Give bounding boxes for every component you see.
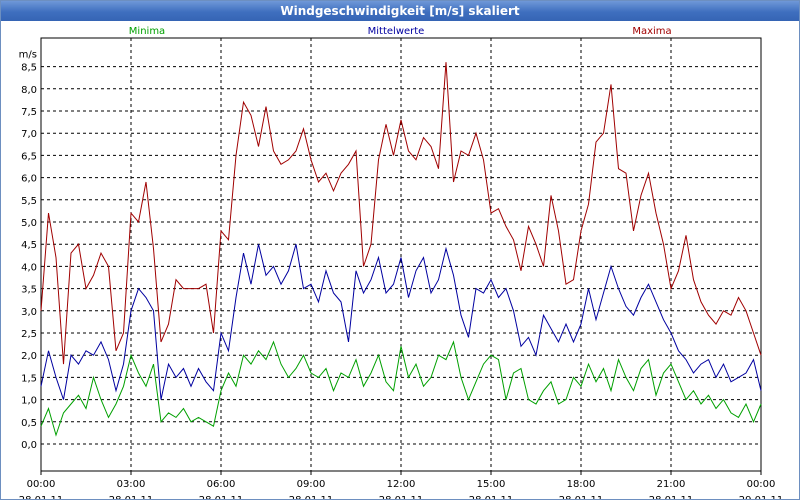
x-tick-time: 15:00 [477, 479, 506, 490]
legend-maxima: Maxima [632, 26, 671, 37]
x-tick-time: 09:00 [297, 479, 326, 490]
y-tick-label: 0,5 [21, 418, 37, 429]
y-tick-label: 4,5 [21, 240, 37, 251]
x-tick-date: 28.01.11 [199, 495, 244, 499]
x-tick-time: 06:00 [207, 479, 236, 490]
window-title: Windgeschwindigkeit [m/s] skaliert [1, 1, 799, 21]
y-tick-label: 1,0 [21, 396, 37, 407]
x-tick-date: 28.01.11 [19, 495, 64, 499]
y-tick-label: 8,0 [21, 85, 37, 96]
y-tick-label: 5,0 [21, 218, 37, 229]
series-line-minima [40, 340, 762, 437]
y-tick-label: 8,5 [21, 63, 37, 74]
x-tick-time: 00:00 [747, 479, 776, 490]
y-axis-unit-label: m/s [19, 49, 37, 60]
y-tick-label: 2,5 [21, 329, 37, 340]
x-tick-date: 28.01.11 [379, 495, 424, 499]
y-tick-label: 6,0 [21, 174, 37, 185]
x-tick-time: 18:00 [567, 479, 596, 490]
series-line-maxima [40, 62, 762, 365]
y-tick-label: 0,0 [21, 440, 37, 451]
x-tick-date: 28.01.11 [559, 495, 604, 499]
chart-area: 0,0 0,5 1,0 1,5 2,0 2,5 3,0 3,5 4,0 4,5 5,0 5,5 6,0 6… [19, 26, 784, 499]
y-tick-label: 5,5 [21, 196, 37, 207]
x-tick-time: 03:00 [117, 479, 146, 490]
y-tick-label: 7,5 [21, 107, 37, 118]
y-tick-label: 6,5 [21, 151, 37, 162]
y-tick-label: 3,0 [21, 307, 37, 318]
legend-minima: Minima [129, 26, 165, 37]
x-tick-date: 28.01.11 [289, 495, 334, 499]
x-tick-time: 21:00 [657, 479, 686, 490]
x-tick-date: 28.01.11 [469, 495, 514, 499]
y-tick-label: 3,5 [21, 285, 37, 296]
x-tick-time: 12:00 [387, 479, 416, 490]
y-tick-label: 2,0 [21, 351, 37, 362]
y-tick-label: 4,0 [21, 262, 37, 273]
x-tick-time: 00:00 [27, 479, 56, 490]
series-line-mittelwerte [40, 244, 762, 400]
x-tick-date: 28.01.11 [649, 495, 694, 499]
y-tick-label: 1,5 [21, 373, 37, 384]
x-tick-date: 29.01.11 [739, 495, 784, 499]
legend-mittelwerte: Mittelwerte [368, 26, 425, 37]
x-tick-date: 28.01.11 [109, 495, 154, 499]
y-tick-label: 7,0 [21, 129, 37, 140]
